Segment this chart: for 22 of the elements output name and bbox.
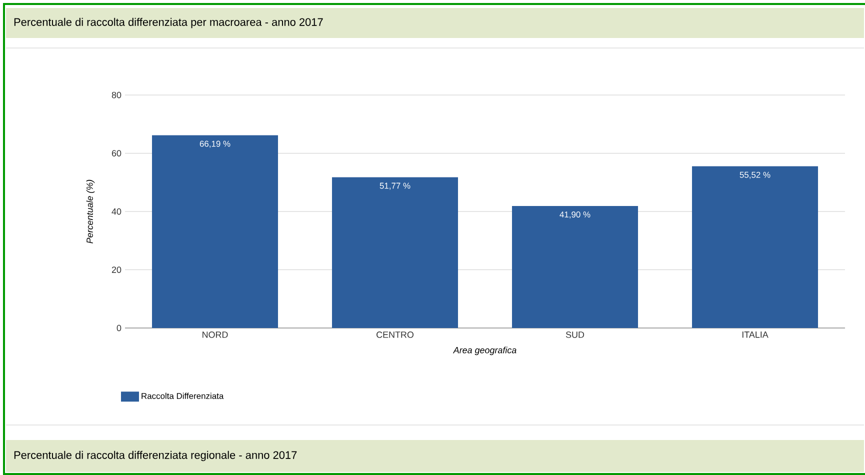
bar	[512, 206, 638, 328]
y-tick-label: 20	[112, 266, 122, 273]
bar	[332, 177, 458, 328]
x-tick-label: SUD	[566, 332, 584, 338]
y-tick-label: 0	[116, 324, 122, 332]
chart-title: Percentuale di raccolta differenziata per macroarea - anno 2017	[14, 18, 323, 28]
y-tick-label: 40	[112, 208, 122, 215]
data-label: 66,19 %	[200, 140, 230, 148]
data-label: 41,90 %	[560, 212, 590, 218]
x-tick-label: CENTRO	[376, 332, 414, 338]
bar	[152, 135, 278, 328]
legend-label: Raccolta Differenziata	[142, 392, 224, 399]
data-label: 55,52 %	[740, 172, 770, 179]
text: Percentuale di raccolta differenziata regionale - anno 2017	[14, 450, 297, 462]
y-tick-label: 80	[112, 92, 122, 98]
x-tick-label: ITALIA	[742, 332, 768, 338]
y-axis-title: Percentuale (%)	[86, 180, 95, 244]
data-label: 51,77 %	[380, 182, 410, 190]
bar	[692, 166, 818, 328]
x-axis-title: Area geografica	[452, 346, 516, 356]
y-tick-label: 60	[112, 150, 122, 156]
x-tick-label: NORD	[202, 332, 228, 338]
